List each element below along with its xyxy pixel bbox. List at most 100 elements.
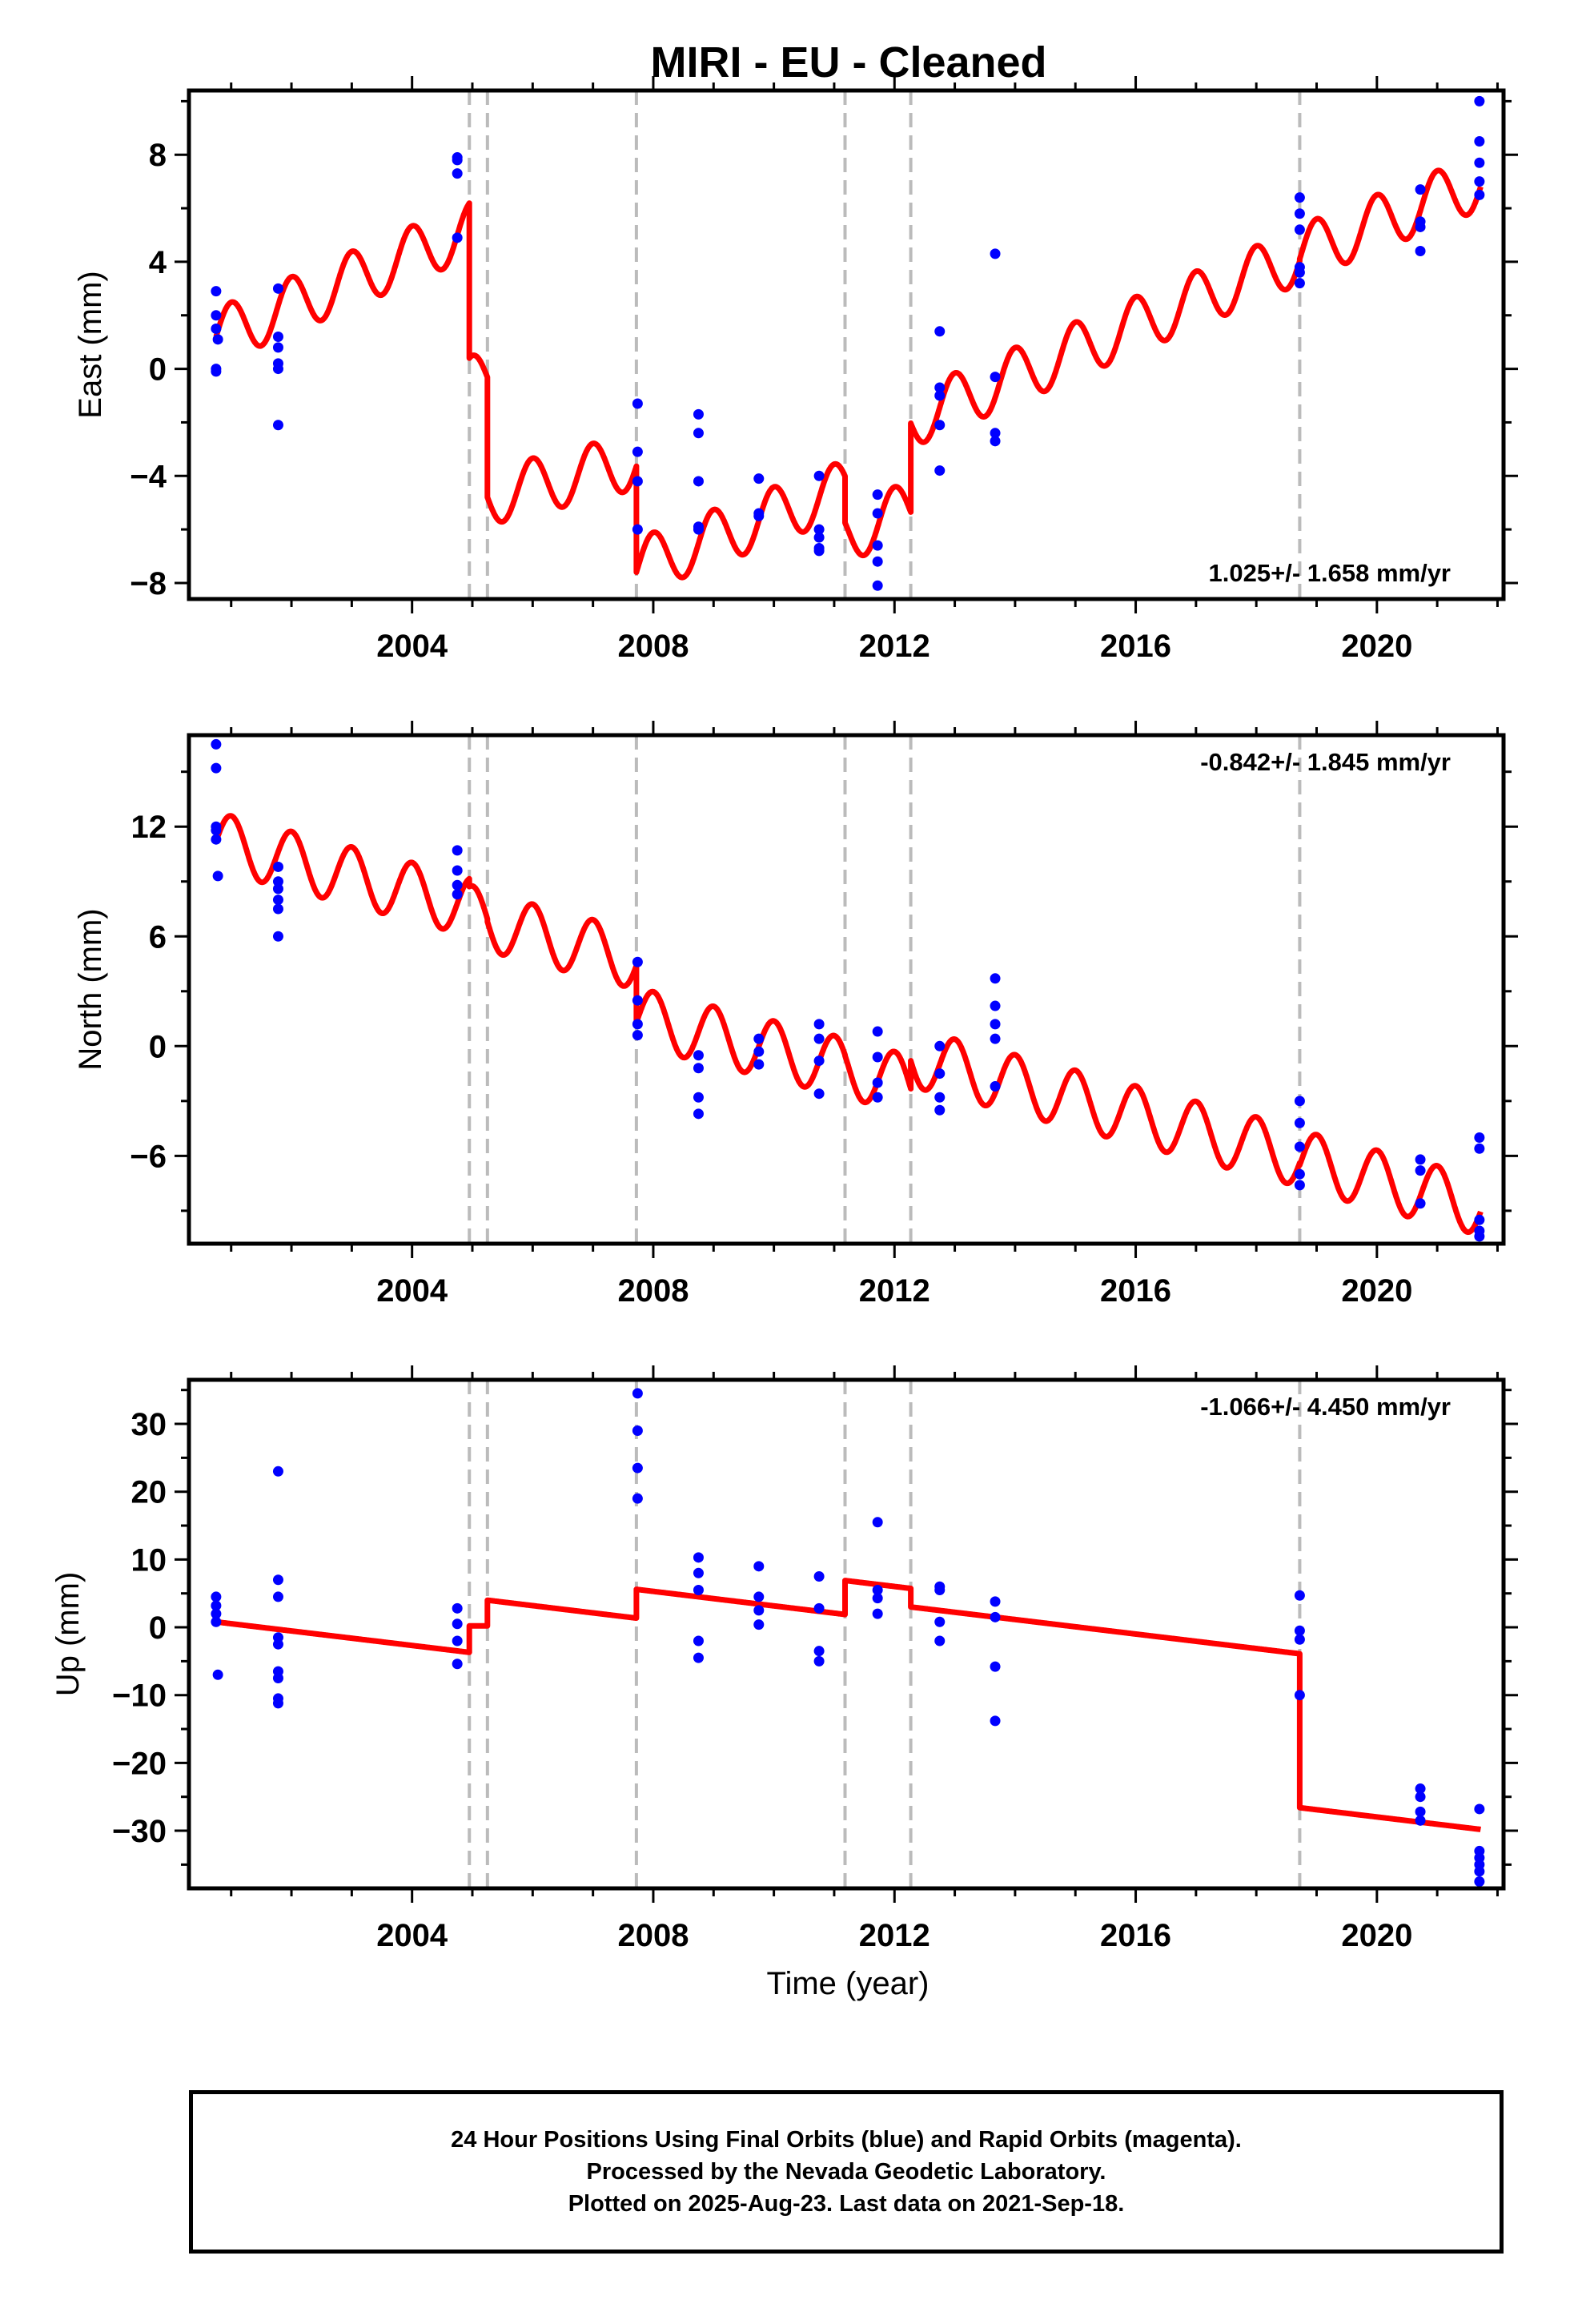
observation-point <box>1415 246 1426 257</box>
observation-point <box>211 286 222 297</box>
observation-point <box>452 152 463 163</box>
observation-point <box>872 540 883 551</box>
observation-point <box>272 420 283 431</box>
observation-point <box>1474 136 1485 147</box>
observation-point <box>272 358 283 369</box>
observation-point <box>272 1591 283 1602</box>
footer-info-box: 24 Hour Positions Using Final Orbits (bl… <box>189 2090 1504 2254</box>
x-tick-label: 2016 <box>1100 1273 1171 1309</box>
observation-point <box>1415 221 1426 232</box>
observation-point <box>693 1552 704 1563</box>
observation-point <box>872 1517 883 1528</box>
observation-point <box>693 1584 704 1595</box>
plot-frame <box>187 733 1506 1246</box>
observation-point <box>1474 1803 1485 1815</box>
observation-point <box>632 524 643 535</box>
observation-point <box>872 1593 883 1604</box>
observation-point <box>813 532 825 543</box>
y-tick-label: −10 <box>112 1679 167 1714</box>
observation-point <box>813 1033 825 1044</box>
observation-point <box>813 545 825 557</box>
y-tick-label: 8 <box>149 138 167 173</box>
observation-point <box>632 446 643 457</box>
panel-east: 2004 2008 2012 2016 2020 −8 −4 0 4 8 East (mm) 1.02… <box>73 76 1518 664</box>
observation-point <box>934 382 946 393</box>
model-line <box>213 167 1484 581</box>
footer-line-1: 24 Hour Positions Using Final Orbits (bl… <box>451 2127 1242 2153</box>
observation-point <box>990 372 1001 383</box>
y-axis-label: East (mm) <box>73 271 108 418</box>
x-tick-label: 2016 <box>1100 1918 1171 1953</box>
observation-point <box>872 508 883 519</box>
observation-point <box>934 1068 946 1080</box>
observation-point <box>1474 1866 1485 1877</box>
observation-point <box>872 1051 883 1063</box>
observation-point <box>272 903 283 915</box>
observation-point <box>1474 1876 1485 1888</box>
observation-point <box>1415 184 1426 195</box>
observation-point <box>212 870 223 882</box>
velocity-annotation: -0.842+/- 1.845 mm/yr <box>1200 748 1451 776</box>
y-tick-label: −6 <box>130 1139 167 1174</box>
observation-point <box>934 326 946 337</box>
observation-point <box>753 510 765 521</box>
x-tick-label: 2016 <box>1100 629 1171 664</box>
observation-point <box>693 1567 704 1578</box>
observation-point <box>934 1584 946 1595</box>
observation-point <box>990 1033 1001 1044</box>
x-tick-label: 2004 <box>376 629 448 664</box>
velocity-annotation: 1.025+/- 1.658 mm/yr <box>1209 559 1451 587</box>
observation-point <box>693 1635 704 1647</box>
y-tick-label: −20 <box>112 1746 167 1781</box>
observation-point <box>632 956 643 967</box>
observation-point <box>813 1571 825 1582</box>
observation-point <box>753 1059 765 1070</box>
observation-point <box>753 1591 765 1602</box>
observation-point <box>452 879 463 891</box>
observation-point <box>753 1046 765 1057</box>
y-tick-label: 0 <box>149 1029 167 1064</box>
observation-point <box>1294 1625 1305 1636</box>
observation-point <box>990 1081 1001 1092</box>
observation-point <box>990 1715 1001 1727</box>
observation-point <box>872 1077 883 1088</box>
observation-point <box>990 436 1001 447</box>
observation-point <box>212 334 223 345</box>
observation-point <box>872 1608 883 1619</box>
observation-point <box>211 1616 222 1627</box>
observation-point <box>211 738 222 750</box>
observation-point <box>272 883 283 895</box>
observation-point <box>211 1608 222 1619</box>
observation-point <box>452 168 463 179</box>
observation-point <box>211 825 222 836</box>
y-tick-label: 0 <box>149 1610 167 1646</box>
observation-point <box>211 1600 222 1611</box>
observation-point <box>211 762 222 774</box>
observation-point <box>1474 1214 1485 1225</box>
observation-point <box>813 1655 825 1667</box>
observation-point <box>990 1661 1001 1672</box>
x-tick-label: 2008 <box>617 1273 689 1309</box>
observation-point <box>1294 1590 1305 1601</box>
observation-point <box>1294 1141 1305 1152</box>
observation-point <box>632 476 643 487</box>
observation-point <box>211 364 222 375</box>
observation-point <box>1415 1154 1426 1165</box>
x-tick-label: 2008 <box>617 629 689 664</box>
y-tick-label: −4 <box>130 459 167 494</box>
observation-point <box>753 1561 765 1572</box>
y-axis-label: North (mm) <box>73 908 108 1070</box>
observation-point <box>272 1638 283 1650</box>
observation-point <box>272 1673 283 1684</box>
x-tick-label: 2004 <box>376 1918 448 1953</box>
observation-point <box>1294 1096 1305 1107</box>
observation-point <box>1415 1198 1426 1209</box>
observation-point <box>872 556 883 567</box>
x-axis-label: Time (year) <box>767 1966 930 2001</box>
observation-point <box>990 1611 1001 1622</box>
observation-point <box>1415 1815 1426 1826</box>
observation-point <box>872 580 883 591</box>
observation-point <box>1294 192 1305 203</box>
observation-point <box>693 1050 704 1061</box>
